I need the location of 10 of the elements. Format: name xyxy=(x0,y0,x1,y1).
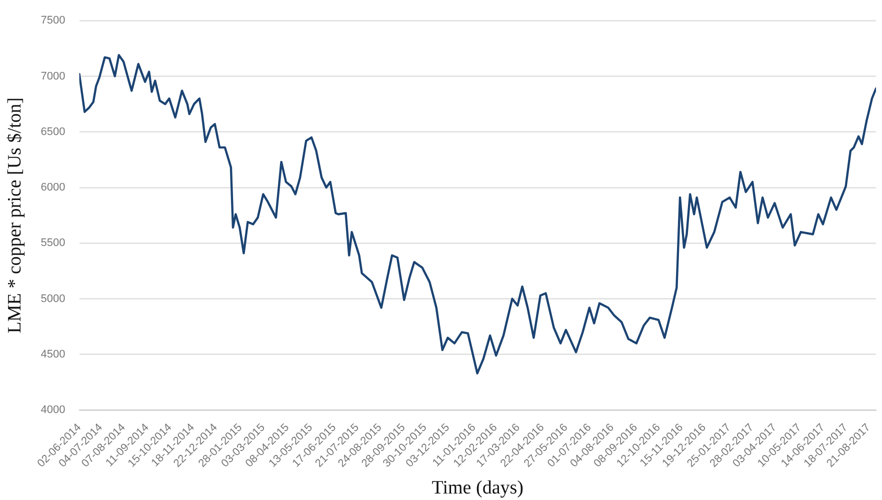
y-tick-label: 7000 xyxy=(40,70,66,82)
y-tick-label: 6500 xyxy=(40,126,66,138)
y-tick-label: 6000 xyxy=(40,182,66,194)
y-tick-label: 4000 xyxy=(40,404,66,416)
x-axis-title: Time (days) xyxy=(432,478,524,499)
y-tick-label: 5000 xyxy=(40,292,66,305)
y-tick-label: 5500 xyxy=(40,237,66,250)
y-tick-label: 4500 xyxy=(40,348,66,360)
y-axis-title: LME * copper price [Us $/ton] xyxy=(4,97,26,334)
y-tick-label: 7500 xyxy=(40,14,66,27)
